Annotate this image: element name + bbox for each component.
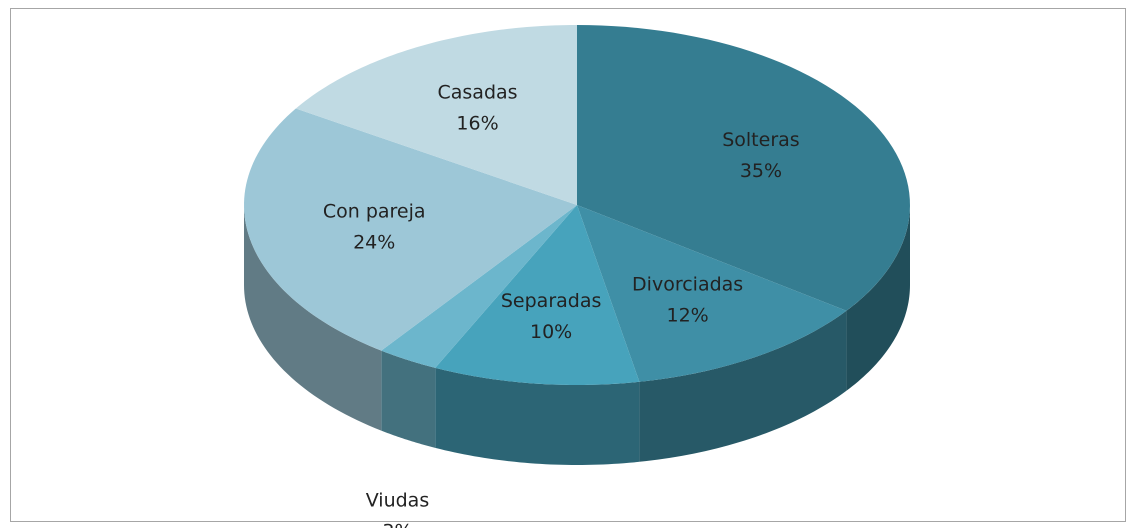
slice-side bbox=[846, 205, 910, 391]
data-label-name: Casadas bbox=[438, 82, 518, 104]
slice-side bbox=[381, 350, 436, 448]
data-label-name: Viudas bbox=[366, 489, 430, 511]
slice-side bbox=[244, 205, 382, 431]
data-label-name: Separadas bbox=[501, 290, 602, 312]
data-label-value: 12% bbox=[667, 305, 709, 327]
slice bbox=[577, 205, 847, 382]
data-label-name: Divorciadas bbox=[632, 274, 743, 296]
slice-side bbox=[435, 367, 640, 465]
slice bbox=[295, 25, 577, 205]
slice bbox=[577, 25, 910, 311]
data-label-value: 16% bbox=[456, 113, 498, 135]
data-label-value: 3% bbox=[382, 520, 412, 528]
slice bbox=[381, 205, 577, 368]
slice bbox=[244, 108, 577, 351]
data-label-name: Solteras bbox=[722, 129, 799, 151]
data-label-name: Con pareja bbox=[323, 200, 426, 222]
slice-side bbox=[639, 310, 847, 462]
data-label-value: 24% bbox=[353, 231, 395, 253]
data-label-value: 10% bbox=[530, 321, 572, 343]
slice bbox=[435, 205, 640, 385]
data-label-value: 35% bbox=[740, 160, 782, 182]
